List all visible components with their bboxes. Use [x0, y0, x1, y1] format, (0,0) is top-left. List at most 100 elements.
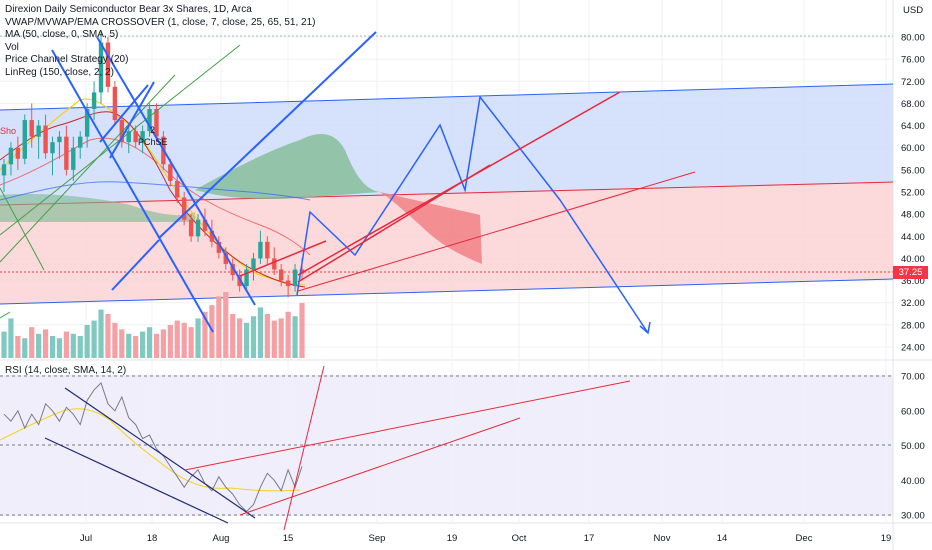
volume-bar — [29, 327, 35, 358]
volume-bar — [77, 336, 83, 358]
candle-body — [223, 252, 228, 264]
chart-legend: Direxion Daily Semiconductor Bear 3x Sha… — [5, 4, 315, 79]
volume-bar — [84, 325, 90, 358]
candle-body — [112, 86, 118, 121]
red-channel-mid — [297, 164, 491, 283]
rsi-ma-line — [0, 408, 301, 492]
volume-bar — [146, 327, 153, 358]
volume-bar — [230, 314, 236, 358]
cloud-red — [380, 192, 482, 264]
candle-body — [140, 131, 145, 143]
time-tick-label: Oct — [512, 533, 527, 544]
candle-body — [292, 269, 298, 287]
volume-bar — [174, 320, 180, 358]
volume-bar — [250, 316, 257, 358]
candle-body — [8, 147, 14, 165]
rsi-red-vertical — [283, 365, 325, 531]
candle-body — [147, 108, 152, 132]
time-tick-label: 18 — [147, 533, 158, 544]
candle-body — [230, 263, 235, 276]
candle-body — [209, 230, 215, 242]
price-tick-label: 60.00 — [901, 143, 925, 154]
rsi-axis[interactable]: 70.00 60.00 50.00 40.00 30.00 — [901, 372, 925, 522]
rsi-line — [3, 381, 303, 513]
green-trendline-4 — [0, 311, 11, 319]
candle-body — [98, 42, 104, 93]
rsi-tick-label: 30.00 — [901, 511, 925, 522]
candle-body — [181, 197, 187, 220]
annotation-two: 2 — [150, 125, 155, 135]
linreg-upper-line — [0, 83, 894, 111]
volume-bar — [105, 314, 111, 358]
last-price-tag: 37.25 — [893, 266, 928, 279]
legend-indicator-price-channel[interactable]: Price Channel Strategy (20) — [5, 54, 129, 65]
volume-bar — [285, 311, 291, 358]
candle-body — [279, 269, 284, 281]
candle-body — [265, 241, 270, 259]
price-tick-label: 68.00 — [901, 99, 925, 110]
time-axis[interactable]: Jul 18 Aug 15 Sep 19 Oct 17 Nov 14 Dec 19 — [80, 533, 891, 544]
price-tick-label: 28.00 — [901, 320, 925, 331]
candle-body — [29, 120, 34, 137]
currency-label: USD — [903, 5, 923, 16]
candle-body — [64, 136, 69, 170]
candle-body — [15, 147, 21, 159]
time-tick-label: 17 — [584, 533, 595, 544]
volume-bar — [49, 336, 56, 358]
candle-body — [251, 258, 256, 270]
cloud-green — [195, 134, 380, 200]
rsi-tick-label: 50.00 — [901, 441, 925, 452]
volume-bar — [223, 292, 229, 358]
volume-bar — [98, 309, 104, 358]
time-tick-label: Dec — [796, 533, 813, 544]
volume-bar — [56, 338, 63, 358]
rsi-down-trend-1 — [44, 437, 229, 524]
volume-bar — [167, 325, 173, 358]
price-tick-label: 76.00 — [901, 55, 925, 66]
time-tick-label: 19 — [447, 533, 458, 544]
volume-bar — [70, 333, 76, 358]
time-tick-label: 14 — [717, 533, 728, 544]
rsi-red-trend-2 — [239, 417, 521, 516]
volume-bar — [42, 329, 49, 358]
legend-indicator-ma[interactable]: MA (50, close, 0, SMA, 5) — [5, 29, 119, 40]
candle-body — [78, 136, 83, 148]
candle-body — [50, 142, 55, 154]
volume-bar — [160, 329, 166, 358]
candle-body — [105, 42, 111, 87]
price-tick-label: 64.00 — [901, 121, 925, 132]
candle-body — [133, 131, 138, 143]
candle-body — [91, 92, 97, 109]
linreg-mid-line — [0, 181, 894, 206]
candle-body — [195, 219, 201, 237]
legend-indicator-linreg[interactable]: LinReg (150, close, 2, 2) — [5, 66, 114, 78]
volume-bar — [91, 320, 97, 358]
legend-indicator-vwap[interactable]: VWAP/MVWAP/EMA CROSSOVER (1, close, 7, c… — [5, 16, 316, 28]
rsi-legend[interactable]: RSI (14, close, SMA, 14, 2) — [5, 365, 127, 376]
volume-bars — [1, 292, 305, 358]
price-tick-label: 24.00 — [901, 343, 925, 354]
legend-indicator-vol[interactable]: Vol — [5, 41, 19, 53]
linreg-lower-line — [0, 278, 894, 305]
volume-bar — [243, 322, 250, 358]
volume-bar — [216, 296, 222, 358]
candle-body — [154, 108, 159, 137]
volume-bar — [292, 316, 298, 358]
price-axis[interactable]: 80.00 76.00 72.00 68.00 64.00 60.00 56.00 52.00… — [901, 33, 925, 354]
rsi-down-trend-2 — [64, 387, 256, 519]
volume-bar — [181, 322, 187, 358]
rsi-tick-label: 70.00 — [901, 372, 925, 383]
blue-down-trend-1 — [51, 49, 214, 333]
time-tick-label: Sep — [369, 533, 386, 544]
vwap-yellow — [0, 98, 306, 286]
time-tick-label: 19 — [881, 533, 892, 544]
price-tick-label: 56.00 — [901, 165, 925, 176]
volume-bar — [15, 336, 21, 358]
projection-arrow-head — [639, 321, 651, 335]
volume-bar — [22, 338, 28, 358]
candle-body — [57, 136, 62, 143]
volume-bar — [264, 314, 270, 358]
blue-box-line-1 — [111, 239, 160, 291]
annotation-pchse: PChSE — [138, 137, 168, 147]
